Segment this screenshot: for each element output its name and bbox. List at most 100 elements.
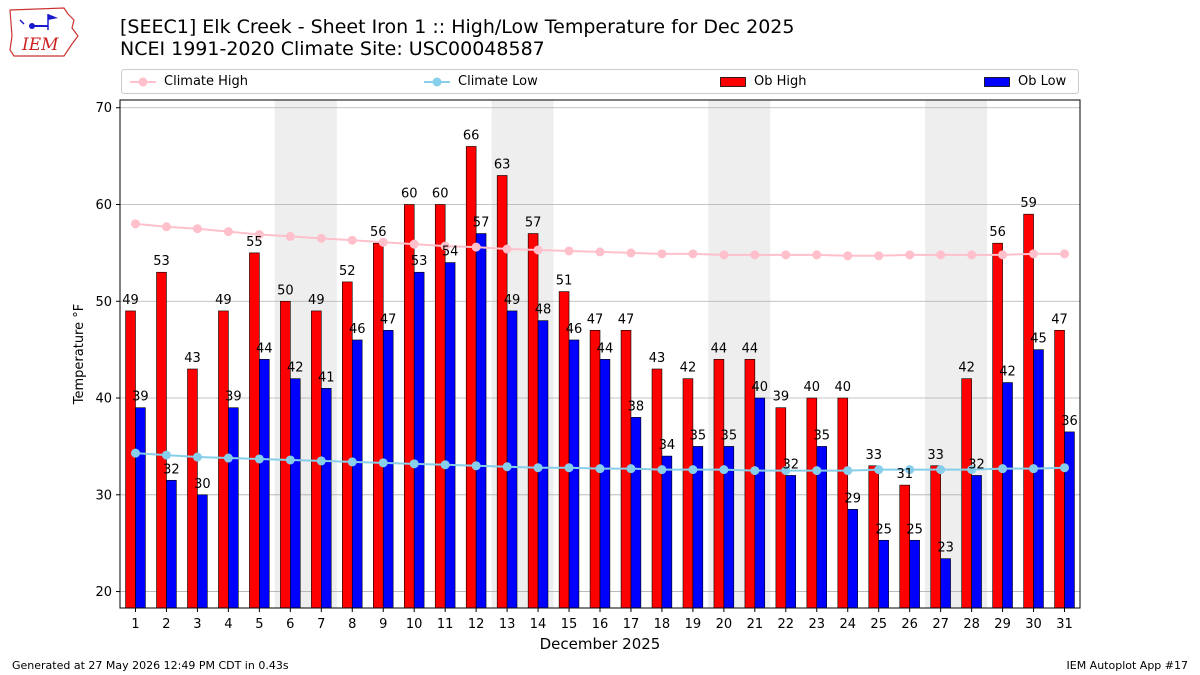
climate-low-point [626, 464, 636, 474]
label-ob-low: 45 [1030, 332, 1047, 347]
label-ob-low: 39 [132, 390, 149, 405]
x-tick-label: 10 [406, 617, 423, 632]
label-ob-high: 47 [587, 312, 604, 327]
weather-station-icon [19, 14, 58, 30]
label-ob-high: 42 [958, 361, 975, 376]
legend-climate-high-label: Climate High [164, 74, 249, 89]
climate-low-point [130, 448, 140, 458]
x-tick-label: 9 [379, 617, 387, 632]
label-ob-low: 42 [999, 365, 1016, 380]
label-ob-high: 55 [246, 235, 263, 250]
x-tick-label: 24 [839, 617, 856, 632]
climate-low-point [936, 465, 946, 475]
climate-high-point [719, 250, 729, 260]
x-tick-label: 15 [561, 617, 578, 632]
climate-low-point [967, 465, 977, 475]
bar-ob-low [259, 359, 270, 609]
label-ob-low: 32 [163, 462, 180, 477]
label-ob-low: 49 [504, 293, 521, 308]
climate-high-point [192, 224, 202, 234]
climate-low-point [254, 454, 264, 464]
climate-high-point [254, 229, 264, 239]
label-ob-low: 53 [411, 254, 428, 269]
bar-ob-low [940, 558, 951, 609]
x-tick-label: 19 [685, 617, 702, 632]
x-tick-label: 26 [901, 617, 918, 632]
label-ob-low: 35 [690, 428, 707, 443]
bar-ob-high [1023, 213, 1034, 609]
climate-high-point [812, 250, 822, 260]
bar-ob-high [558, 291, 570, 609]
label-ob-low: 38 [628, 399, 645, 414]
label-ob-low: 44 [597, 341, 614, 356]
bar-ob-low [351, 339, 363, 609]
label-ob-high: 56 [370, 225, 387, 240]
label-ob-high: 56 [989, 225, 1006, 240]
x-tick-label: 7 [317, 617, 325, 632]
bar-ob-low [847, 509, 858, 609]
legend-ob-high-label: Ob High [754, 74, 807, 89]
bar-ob-low [568, 339, 580, 609]
label-ob-high: 44 [711, 341, 728, 356]
climate-high-point [1029, 249, 1039, 259]
legend-climate-high: Climate High [130, 70, 248, 93]
climate-high-point [874, 251, 884, 261]
chart-legend: Climate High Climate Low Ob High Ob Low [121, 69, 1079, 94]
climate-high-point [316, 233, 326, 243]
climate-low-point [564, 463, 574, 473]
label-ob-high: 66 [463, 128, 480, 143]
label-ob-low: 47 [380, 312, 397, 327]
label-ob-low: 54 [442, 245, 459, 260]
bar-ob-low [1064, 431, 1075, 609]
bar-ob-low [135, 407, 146, 609]
climate-low-point [316, 456, 326, 466]
climate-high-point [688, 249, 698, 259]
climate-high-point [378, 237, 388, 247]
climate-low-point [161, 450, 171, 460]
bar-ob-low [197, 494, 208, 609]
legend-ob-low-label: Ob Low [1018, 74, 1067, 89]
bar-ob-low [785, 475, 797, 609]
label-ob-high: 43 [649, 351, 666, 366]
label-ob-high: 49 [122, 293, 139, 308]
climate-high-point [161, 222, 171, 232]
bar-ob-high [930, 465, 941, 609]
bar-ob-high [527, 233, 539, 609]
bar-ob-low [475, 233, 487, 609]
iem-logo: IEM [9, 7, 79, 57]
x-tick-label: 3 [193, 617, 201, 632]
climate-high-point [967, 250, 977, 260]
climate-high-point [1060, 249, 1070, 259]
label-ob-low: 48 [535, 303, 552, 318]
label-ob-high: 49 [308, 293, 325, 308]
bar-ob-high [775, 407, 787, 609]
label-ob-low: 40 [752, 380, 769, 395]
climate-low-point [657, 465, 667, 475]
bar-ob-low [320, 388, 332, 609]
climate-high-point [471, 242, 481, 252]
bar-ob-low [444, 262, 456, 609]
generated-timestamp: Generated at 27 May 2026 12:49 PM CDT in… [12, 659, 289, 672]
bar-ob-low [1033, 349, 1044, 609]
bar-ob-high [434, 204, 446, 609]
climate-low-point [1029, 464, 1039, 474]
climate-low-point [781, 466, 791, 476]
climate-low-point [595, 464, 605, 474]
label-ob-high: 49 [215, 293, 232, 308]
y-tick-label: 30 [95, 488, 112, 503]
label-ob-high: 53 [153, 254, 170, 269]
bar-ob-low [1002, 382, 1013, 609]
climate-high-point [347, 235, 357, 245]
logo-text: IEM [21, 35, 59, 55]
x-tick-label: 2 [162, 617, 170, 632]
bar-ob-high [249, 252, 260, 609]
label-ob-high: 40 [835, 380, 852, 395]
climate-high-point [223, 227, 233, 237]
climate-high-point [657, 249, 667, 259]
legend-climate-low: Climate Low [424, 70, 538, 93]
bar-ob-low [754, 397, 766, 609]
climate-low-point [905, 465, 915, 475]
climate-low-point [378, 458, 388, 468]
x-tick-label: 12 [468, 617, 485, 632]
